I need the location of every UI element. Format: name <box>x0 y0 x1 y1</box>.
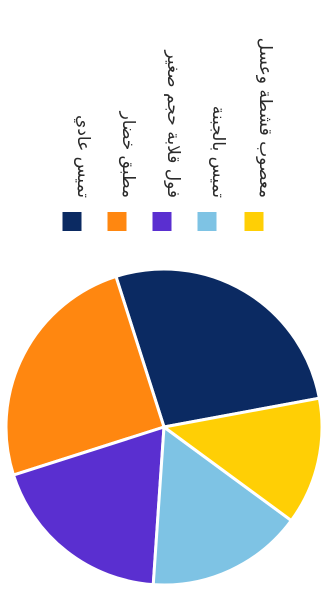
legend-label-2: مطبق خضار <box>118 111 138 198</box>
legend-swatch-1 <box>62 212 82 231</box>
legend-swatch-3 <box>152 212 172 231</box>
legend-label-1: تميس عادي <box>73 115 93 198</box>
legend-swatch-4 <box>197 212 217 231</box>
pie-slices <box>4 267 323 587</box>
pie-slice-3 <box>11 425 166 587</box>
legend-label-4: تميس بالجبنة <box>208 106 228 198</box>
legend: تميس عادي مطبق خضار فول قلابة حجم صغير تميس… <box>62 38 275 231</box>
pie-slice-4 <box>151 425 293 587</box>
legend-label-5: معصوب قشطة وعسل <box>255 38 275 198</box>
pie-slice-5 <box>162 396 323 523</box>
pie-slice-1 <box>114 267 321 429</box>
legend-label-3: فول قلابة حجم صغير <box>163 49 183 198</box>
legend-swatch-5 <box>244 212 264 231</box>
legend-swatch-2 <box>107 212 127 231</box>
pie-slice-2 <box>4 274 166 477</box>
